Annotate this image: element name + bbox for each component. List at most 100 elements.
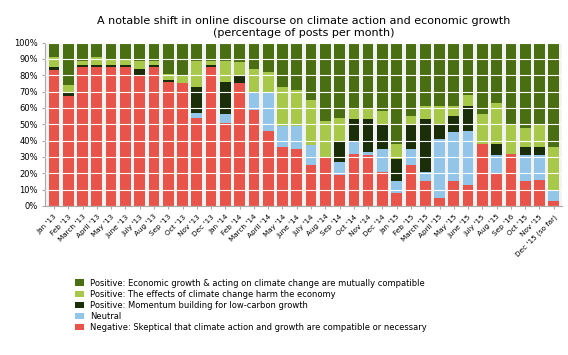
Bar bbox=[49, 43, 60, 57]
Bar bbox=[491, 173, 502, 206]
Bar bbox=[320, 43, 331, 121]
Bar bbox=[191, 118, 202, 206]
Bar bbox=[434, 43, 445, 106]
Bar bbox=[263, 43, 274, 72]
Bar bbox=[520, 127, 531, 147]
Bar bbox=[63, 85, 74, 93]
Bar bbox=[548, 43, 559, 147]
Bar bbox=[406, 149, 416, 165]
Bar bbox=[291, 126, 302, 149]
Bar bbox=[534, 180, 545, 206]
Bar bbox=[220, 82, 231, 114]
Bar bbox=[491, 43, 502, 103]
Bar bbox=[463, 95, 474, 106]
Bar bbox=[449, 181, 459, 206]
Bar bbox=[106, 67, 116, 206]
Bar bbox=[434, 198, 445, 206]
Bar bbox=[534, 147, 545, 155]
Bar bbox=[449, 132, 459, 181]
Bar bbox=[449, 116, 459, 132]
Bar bbox=[63, 97, 74, 206]
Bar bbox=[406, 124, 416, 149]
Bar bbox=[548, 201, 559, 206]
Bar bbox=[391, 43, 402, 144]
Bar bbox=[106, 59, 116, 65]
Bar bbox=[149, 61, 159, 65]
Bar bbox=[120, 59, 131, 65]
Bar bbox=[306, 165, 316, 206]
Bar bbox=[377, 43, 388, 111]
Bar bbox=[406, 116, 416, 124]
Bar bbox=[520, 155, 531, 181]
Bar bbox=[249, 92, 259, 110]
Bar bbox=[306, 146, 316, 165]
Bar bbox=[134, 75, 145, 206]
Bar bbox=[306, 43, 316, 100]
Bar bbox=[334, 162, 345, 175]
Bar bbox=[434, 106, 445, 124]
Bar bbox=[106, 43, 116, 59]
Bar bbox=[420, 43, 431, 106]
Bar bbox=[377, 171, 388, 206]
Bar bbox=[120, 65, 131, 67]
Bar bbox=[177, 75, 188, 83]
Bar bbox=[291, 43, 302, 90]
Bar bbox=[177, 43, 188, 75]
Bar bbox=[363, 119, 374, 152]
Bar bbox=[191, 87, 202, 113]
Bar bbox=[91, 65, 102, 67]
Bar bbox=[349, 142, 359, 154]
Bar bbox=[463, 131, 474, 185]
Bar bbox=[263, 93, 274, 131]
Bar bbox=[520, 43, 531, 127]
Bar bbox=[349, 154, 359, 206]
Bar bbox=[463, 43, 474, 95]
Bar bbox=[277, 147, 288, 206]
Bar bbox=[249, 110, 259, 206]
Bar bbox=[163, 73, 174, 80]
Bar bbox=[349, 119, 359, 142]
Bar bbox=[420, 181, 431, 206]
Bar bbox=[406, 43, 416, 116]
Bar bbox=[306, 100, 316, 146]
Bar bbox=[334, 43, 345, 118]
Bar bbox=[377, 149, 388, 171]
Bar bbox=[149, 67, 159, 206]
Bar bbox=[206, 61, 216, 65]
Bar bbox=[334, 141, 345, 162]
Bar bbox=[491, 144, 502, 155]
Bar bbox=[349, 108, 359, 119]
Bar bbox=[349, 43, 359, 108]
Bar bbox=[63, 43, 74, 85]
Bar bbox=[391, 181, 402, 193]
Bar bbox=[220, 43, 231, 61]
Bar bbox=[134, 61, 145, 69]
Bar bbox=[191, 61, 202, 87]
Bar bbox=[548, 147, 559, 190]
Bar bbox=[77, 61, 88, 65]
Bar bbox=[520, 147, 531, 155]
Bar bbox=[263, 131, 274, 206]
Bar bbox=[134, 43, 145, 61]
Bar bbox=[406, 165, 416, 206]
Bar bbox=[277, 126, 288, 147]
Bar bbox=[320, 121, 331, 157]
Bar bbox=[206, 67, 216, 206]
Bar bbox=[106, 65, 116, 67]
Bar bbox=[91, 57, 102, 65]
Bar bbox=[334, 175, 345, 206]
Bar bbox=[363, 43, 374, 108]
Bar bbox=[291, 90, 302, 126]
Bar bbox=[291, 149, 302, 206]
Bar bbox=[377, 111, 388, 124]
Bar bbox=[206, 65, 216, 67]
Bar bbox=[391, 159, 402, 181]
Bar bbox=[377, 124, 388, 149]
Bar bbox=[234, 75, 245, 83]
Bar bbox=[506, 154, 516, 206]
Bar bbox=[77, 67, 88, 206]
Title: A notable shift in online discourse on climate action and economic growth
(perce: A notable shift in online discourse on c… bbox=[97, 16, 511, 38]
Bar bbox=[277, 87, 288, 126]
Bar bbox=[49, 57, 60, 67]
Bar bbox=[334, 118, 345, 141]
